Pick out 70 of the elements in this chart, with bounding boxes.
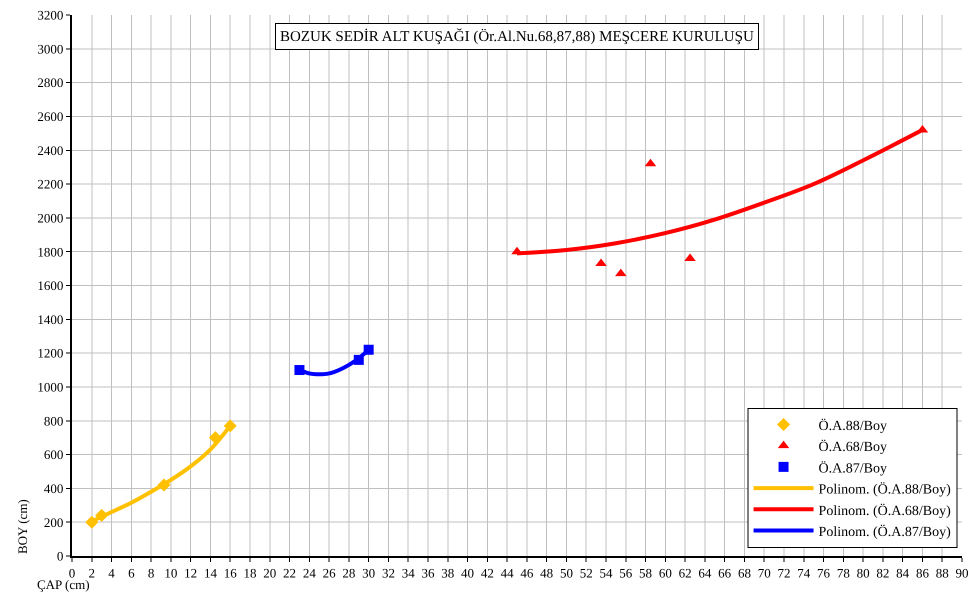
x-tick-label: 16	[224, 566, 238, 581]
x-tick-label: 22	[283, 566, 296, 581]
x-tick-label: 86	[916, 566, 930, 581]
x-tick-label: 88	[936, 566, 949, 581]
x-tick-label: 68	[738, 566, 751, 581]
legend-label: Polinom. (Ö.A.68/Boy)	[818, 502, 952, 519]
x-tick-label: 34	[402, 566, 416, 581]
text: BOZUK SEDİR ALT KUŞAĞI (Ör.Al.Nu.68,87,88) MEŞCERE KURULUŞU	[280, 28, 754, 45]
y-axis-title: BOY (cm)	[15, 499, 30, 554]
y-tick-label: 2000	[37, 210, 64, 226]
x-tick-label: 36	[422, 566, 435, 581]
x-tick-label: 42	[480, 566, 494, 581]
x-tick-label: 66	[718, 566, 732, 581]
x-tick-label: 8	[148, 566, 154, 581]
x-tick-label: 28	[342, 566, 356, 581]
x-tick-label: 90	[956, 566, 968, 581]
y-tick-label: 2600	[37, 108, 64, 124]
x-tick-label: 70	[758, 566, 771, 581]
x-tick-label: 44	[500, 566, 514, 581]
legend-label: Ö.A.88/Boy	[818, 418, 888, 434]
legend-label: Polinom. (Ö.A.87/Boy)	[818, 524, 952, 540]
x-tick-label: 48	[540, 566, 554, 581]
y-tick-label: 3000	[37, 41, 64, 56]
legend-label: Polinom. (Ö.A.88/Boy)	[818, 482, 952, 498]
x-tick-label: 4	[108, 566, 116, 581]
x-tick-label: 50	[560, 566, 573, 581]
x-tick-label: 60	[658, 566, 672, 581]
y-tick-label: 600	[44, 447, 64, 462]
x-tick-label: 80	[856, 566, 870, 581]
x-tick-label: 24	[302, 566, 316, 581]
x-tick-label: 56	[619, 566, 633, 581]
y-tick-label: 1200	[37, 346, 64, 361]
y-tick-label: 1600	[37, 278, 64, 294]
x-tick-label: 20	[263, 566, 276, 581]
x-tick-label: 26	[322, 566, 336, 581]
legend-label: Ö.A.87/Boy	[818, 460, 888, 476]
y-tick-label: 400	[44, 480, 64, 496]
y-tick-label: 1400	[37, 312, 64, 327]
x-tick-label: 2	[88, 566, 96, 581]
legend-label: Ö.A.68/Boy	[818, 439, 888, 456]
y-tick-label: 3200	[37, 8, 64, 23]
x-tick-label: 72	[778, 566, 790, 581]
y-tick-label: 1000	[37, 379, 64, 394]
y-tick-label: 2400	[37, 142, 64, 158]
x-tick-label: 78	[836, 566, 850, 581]
x-tick-label: 14	[204, 566, 218, 581]
y-tick-label: 2200	[37, 176, 64, 192]
x-tick-label: 12	[184, 566, 198, 581]
x-tick-label: 62	[678, 566, 692, 581]
y-tick-label: 800	[44, 413, 64, 428]
x-tick-label: 74	[797, 566, 811, 581]
x-tick-label: 82	[876, 566, 890, 581]
x-tick-label: 6	[128, 566, 136, 581]
x-tick-label: 84	[896, 566, 910, 581]
y-tick-label: 200	[44, 514, 64, 530]
y-tick-label: 1800	[37, 244, 64, 260]
x-tick-label: 46	[520, 566, 534, 581]
x-tick-label: 32	[382, 566, 395, 581]
y-tick-label: 2800	[37, 75, 64, 90]
y-tick-label: 0	[56, 548, 64, 564]
x-tick-label: 76	[817, 566, 831, 581]
x-tick-label: 58	[639, 566, 652, 581]
x-tick-label: 38	[441, 566, 454, 581]
x-tick-label: 52	[580, 566, 593, 581]
x-tick-label: 18	[244, 566, 256, 581]
x-tick-label: 10	[164, 566, 178, 581]
x-tick-label: 40	[461, 566, 474, 581]
x-tick-label: 30	[362, 566, 376, 581]
x-tick-label: 64	[698, 566, 712, 581]
x-tick-label: 54	[600, 566, 613, 581]
